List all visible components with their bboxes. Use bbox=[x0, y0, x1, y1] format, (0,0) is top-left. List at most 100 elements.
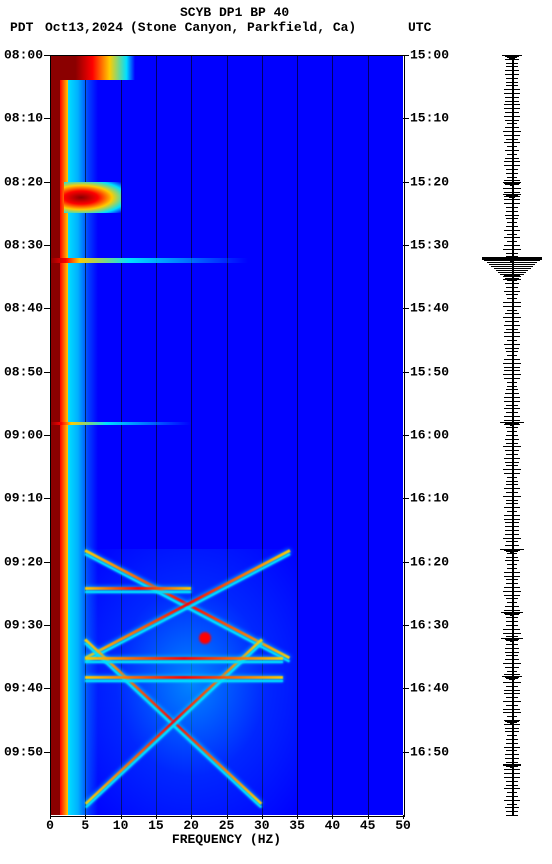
y-left-tick-mark bbox=[44, 308, 50, 309]
waveform-wiggle bbox=[510, 615, 514, 616]
waveform-noise bbox=[504, 93, 521, 94]
waveform-noise bbox=[503, 446, 520, 447]
y-left-tick-mark bbox=[44, 562, 50, 563]
waveform-noise bbox=[506, 579, 519, 580]
x-tick: 30 bbox=[254, 818, 270, 833]
waveform-noise bbox=[506, 617, 518, 618]
x-tick: 15 bbox=[148, 818, 164, 833]
y-left-tick-mark bbox=[44, 498, 50, 499]
y-right-tick-mark bbox=[403, 308, 409, 309]
y-right-tick: 16:30 bbox=[410, 618, 449, 633]
waveform-noise bbox=[504, 116, 520, 117]
y-left-tick: 09:20 bbox=[4, 554, 43, 569]
waveform-noise bbox=[505, 754, 519, 755]
y-right-tick: 15:30 bbox=[410, 238, 449, 253]
y-right-tick-mark bbox=[403, 372, 409, 373]
waveform-coda bbox=[496, 270, 528, 271]
waveform-coda bbox=[487, 262, 538, 263]
waveform-noise bbox=[503, 188, 521, 189]
waveform-noise bbox=[507, 431, 518, 432]
waveform-noise bbox=[504, 773, 520, 774]
date-label: Oct13,2024 bbox=[45, 20, 123, 35]
x-tick: 20 bbox=[183, 818, 199, 833]
waveform-noise bbox=[506, 541, 519, 542]
waveform-noise bbox=[504, 769, 520, 770]
waveform-noise bbox=[507, 146, 518, 147]
waveform-noise bbox=[507, 804, 517, 805]
waveform-noise bbox=[504, 359, 520, 360]
waveform-wiggle bbox=[509, 58, 515, 59]
y-right-tick: 15:20 bbox=[410, 174, 449, 189]
waveform-wiggle bbox=[510, 425, 514, 426]
y-left-tick: 08:40 bbox=[4, 301, 43, 316]
waveform-noise bbox=[506, 796, 519, 797]
waveform-noise bbox=[505, 648, 519, 649]
waveform-noise bbox=[504, 237, 520, 238]
x-tick-mark bbox=[50, 815, 51, 819]
waveform-noise bbox=[506, 389, 519, 390]
waveform-noise bbox=[505, 97, 519, 98]
waveform-noise bbox=[506, 253, 518, 254]
y-left-tick-mark bbox=[44, 118, 50, 119]
waveform-noise bbox=[507, 234, 518, 235]
x-tick-mark bbox=[262, 815, 263, 819]
y-left-tick-mark bbox=[44, 55, 50, 56]
waveform-noise bbox=[505, 321, 519, 322]
y-right-tick-mark bbox=[403, 245, 409, 246]
waveform-noise bbox=[506, 500, 518, 501]
waveform-noise bbox=[505, 522, 519, 523]
waveform-noise bbox=[506, 503, 518, 504]
waveform-noise bbox=[506, 412, 518, 413]
waveform-noise bbox=[504, 610, 521, 611]
waveform-noise bbox=[504, 777, 520, 778]
waveform-noise bbox=[503, 374, 520, 375]
waveform-noise bbox=[506, 82, 518, 83]
waveform-noise bbox=[504, 572, 520, 573]
waveform-noise bbox=[506, 705, 519, 706]
x-tick-mark bbox=[368, 815, 369, 819]
waveform-noise bbox=[504, 108, 521, 109]
waveform-noise bbox=[507, 310, 517, 311]
waveform-noise bbox=[505, 313, 519, 314]
waveform-noise bbox=[506, 762, 518, 763]
waveform-noise bbox=[505, 560, 520, 561]
y-right-tick-mark bbox=[403, 55, 409, 56]
waveform-noise bbox=[506, 66, 518, 67]
x-tick: 10 bbox=[113, 818, 129, 833]
waveform-noise bbox=[507, 602, 517, 603]
waveform-noise bbox=[506, 697, 518, 698]
y-right-tick: 16:40 bbox=[410, 681, 449, 696]
location-label: (Stone Canyon, Parkfield, Ca) bbox=[130, 20, 356, 35]
waveform-noise bbox=[506, 287, 518, 288]
y-left-tick-mark bbox=[44, 752, 50, 753]
waveform-noise bbox=[504, 161, 520, 162]
waveform-noise bbox=[507, 340, 517, 341]
waveform-noise bbox=[504, 203, 520, 204]
waveform-noise bbox=[506, 557, 517, 558]
waveform-noise bbox=[504, 507, 520, 508]
waveform-wiggle bbox=[510, 552, 515, 553]
waveform-noise bbox=[507, 511, 518, 512]
waveform-coda bbox=[484, 260, 539, 261]
x-tick-mark bbox=[227, 815, 228, 819]
x-tick-mark bbox=[191, 815, 192, 819]
waveform-panel bbox=[482, 55, 542, 815]
waveform-noise bbox=[505, 728, 520, 729]
event-0820-blob bbox=[64, 182, 120, 214]
waveform-noise bbox=[504, 199, 519, 200]
waveform-noise bbox=[505, 526, 519, 527]
waveform-noise bbox=[504, 519, 521, 520]
waveform-noise bbox=[505, 127, 519, 128]
waveform-noise bbox=[506, 169, 518, 170]
x-pattern-diagonal-echo bbox=[85, 591, 191, 593]
waveform-noise bbox=[503, 538, 520, 539]
waveform-wiggle bbox=[510, 723, 515, 724]
waveform-noise bbox=[506, 686, 518, 687]
waveform-noise bbox=[505, 667, 519, 668]
waveform-noise bbox=[506, 484, 518, 485]
waveform-noise bbox=[503, 131, 521, 132]
waveform-noise bbox=[506, 329, 517, 330]
waveform-noise bbox=[505, 462, 518, 463]
y-right-tick: 16:20 bbox=[410, 554, 449, 569]
waveform-noise bbox=[506, 294, 517, 295]
